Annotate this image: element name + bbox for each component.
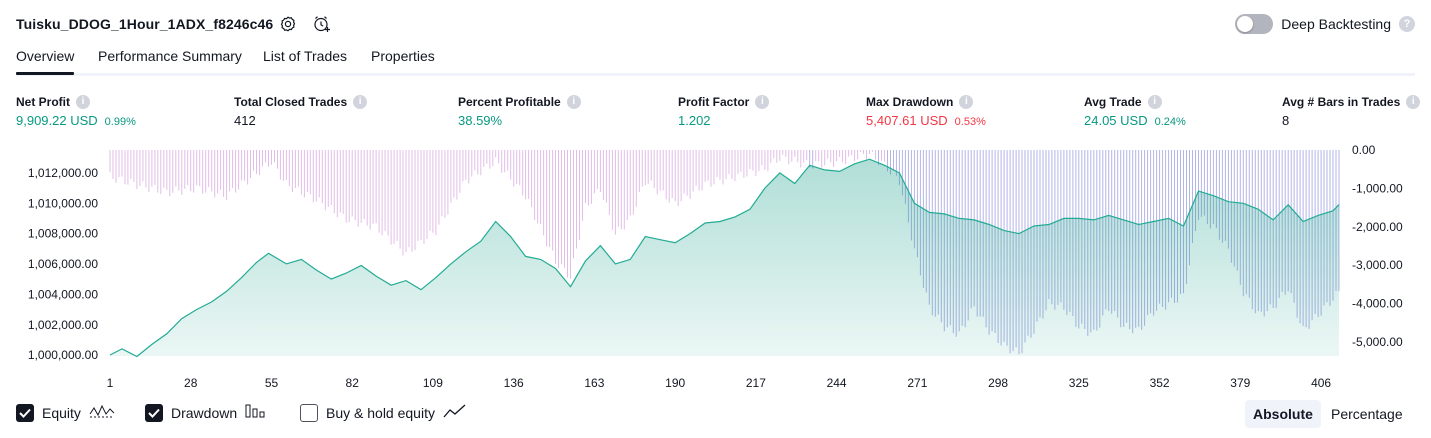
metric-profit-factor: Profit Factor i 1.202 (678, 93, 770, 128)
tab-list-of-trades[interactable]: List of Trades (263, 48, 348, 64)
x-tick-label: 82 (346, 376, 360, 390)
info-icon[interactable]: i (1406, 94, 1421, 109)
y-right-tick-label: -4,000.00 (1352, 297, 1403, 311)
deep-backtesting-control: Deep Backtesting ? (1235, 14, 1415, 34)
equity-checkbox[interactable] (16, 403, 34, 422)
metric-avg-bars-in-trades: Avg # Bars in Trades i 8 (1282, 93, 1421, 128)
metric-max-drawdown: Max Drawdown i 5,407.61 USD 0.53% (866, 93, 986, 128)
metric-label: Total Closed Trades (234, 94, 348, 109)
metric-percent-profitable: Percent Profitable i 38.59% (458, 93, 581, 128)
legend-label: Drawdown (171, 404, 238, 421)
info-icon[interactable]: i (566, 94, 581, 109)
add-alert-clock-icon[interactable] (312, 14, 332, 34)
equity-wave-icon (89, 403, 115, 422)
y-right-tick-label: -2,000.00 (1352, 220, 1403, 234)
x-tick-label: 190 (665, 376, 685, 390)
metric-percent: 0.53% (954, 116, 986, 128)
metric-value: 5,407.61 USD (866, 113, 948, 128)
x-tick-label: 271 (907, 376, 927, 390)
info-icon[interactable]: i (959, 94, 974, 109)
metric-label: Percent Profitable (458, 94, 561, 109)
x-tick-label: 217 (746, 376, 766, 390)
legend-label: Buy & hold equity (326, 404, 435, 421)
deep-backtesting-label: Deep Backtesting (1281, 16, 1391, 32)
x-tick-label: 55 (265, 376, 279, 390)
x-tick-label: 136 (504, 376, 524, 390)
legend-buy-hold-equity[interactable]: Buy & hold equity (300, 403, 467, 422)
metric-value: 412 (234, 113, 256, 128)
y-right-tick-label: -1,000.00 (1352, 181, 1403, 195)
y-left-tick-label: 1,006,000.00 (28, 257, 98, 271)
info-icon[interactable]: i (755, 94, 770, 109)
metric-percent: 0.24% (1154, 116, 1186, 128)
metric-net-profit: Net Profit i 9,909.22 USD 0.99% (16, 93, 136, 128)
buy-hold-line-icon (443, 403, 467, 422)
x-tick-label: 244 (827, 376, 847, 390)
metric-value: 8 (1282, 113, 1290, 128)
report-header: Tuisku_DDOG_1Hour_1ADX_f8246c46 Deep Bac… (16, 12, 1415, 36)
x-tick-label: 1 (107, 376, 114, 390)
x-tick-label: 298 (988, 376, 1008, 390)
x-tick-label: 406 (1311, 376, 1331, 390)
drawdown-bars-icon (245, 403, 265, 422)
metric-total-closed-trades: Total Closed Trades i 412 (234, 93, 368, 128)
metric-percent: 0.99% (104, 116, 136, 128)
scale-absolute-button[interactable]: Absolute (1245, 400, 1321, 428)
y-left-tick-label: 1,002,000.00 (28, 318, 98, 332)
scale-percentage-button[interactable]: Percentage (1331, 406, 1403, 422)
toggle-knob (1237, 16, 1254, 32)
tab-overview[interactable]: Overview (16, 48, 75, 75)
metric-label: Profit Factor (678, 94, 750, 109)
metric-value: 38.59% (458, 113, 503, 128)
info-icon[interactable]: i (353, 94, 368, 109)
y-right-tick-label: -5,000.00 (1352, 335, 1403, 349)
y-left-tick-label: 1,004,000.00 (28, 287, 98, 301)
metric-value: 9,909.22 USD (16, 113, 98, 128)
deep-backtesting-toggle[interactable] (1235, 14, 1274, 34)
equity-chart[interactable]: 1,012,000.00 1,010,000.00 1,008,000.00 1,00… (0, 140, 1431, 396)
legend-equity[interactable]: Equity (16, 403, 115, 422)
buy-hold-checkbox[interactable] (300, 403, 318, 422)
drawdown-checkbox[interactable] (145, 403, 163, 422)
y-left-tick-label: 1,012,000.00 (28, 166, 98, 180)
y-right-tick-label: -3,000.00 (1352, 258, 1403, 272)
metric-label: Max Drawdown (866, 94, 954, 109)
legend-drawdown[interactable]: Drawdown (145, 403, 265, 422)
report-tabs: Overview Performance Summary List of Tra… (16, 44, 1415, 76)
tab-properties[interactable]: Properties (371, 48, 435, 64)
tab-performance-summary[interactable]: Performance Summary (98, 48, 242, 64)
strategy-title: Tuisku_DDOG_1Hour_1ADX_f8246c46 (16, 16, 274, 32)
info-icon[interactable]: i (1147, 94, 1162, 109)
chart-footer: Equity Drawdown Buy & hold equity Absolu… (16, 400, 1415, 428)
y-left-tick-label: 1,000,000.00 (28, 348, 98, 362)
legend-label: Equity (42, 404, 81, 421)
info-icon[interactable]: i (76, 94, 90, 109)
metric-avg-trade: Avg Trade i 24.05 USD 0.24% (1084, 93, 1186, 128)
settings-gear-icon[interactable] (278, 14, 298, 34)
equity-chart-svg: 1,012,000.00 1,010,000.00 1,008,000.00 1,00… (28, 143, 1403, 390)
y-right-tick-label: 0.00 (1352, 143, 1376, 157)
help-question-icon[interactable]: ? (1399, 16, 1415, 32)
metric-label: Avg Trade (1084, 94, 1142, 109)
x-tick-label: 379 (1230, 376, 1250, 390)
equity-area (110, 159, 1339, 357)
x-tick-label: 163 (584, 376, 604, 390)
x-tick-label: 325 (1069, 376, 1089, 390)
x-tick-label: 109 (423, 376, 443, 390)
metric-label: Avg # Bars in Trades (1282, 94, 1401, 109)
y-left-tick-label: 1,010,000.00 (28, 196, 98, 210)
x-tick-label: 28 (184, 376, 198, 390)
metric-value: 1.202 (678, 113, 711, 128)
x-tick-label: 352 (1150, 376, 1170, 390)
y-left-tick-label: 1,008,000.00 (28, 227, 98, 241)
metric-label: Net Profit (16, 94, 70, 109)
metric-value: 24.05 USD (1084, 113, 1148, 128)
equity-line (109, 158, 1340, 358)
